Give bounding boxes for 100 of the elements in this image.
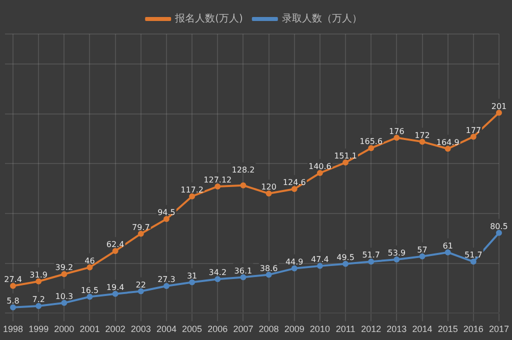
x-tick-label: 2013	[386, 324, 407, 334]
point	[86, 294, 93, 300]
x-tick-label: 2015	[438, 324, 458, 334]
point	[10, 304, 16, 310]
point	[316, 262, 323, 269]
point	[36, 303, 42, 310]
point	[189, 193, 196, 200]
point	[163, 282, 170, 289]
point	[444, 146, 451, 152]
point	[368, 145, 374, 152]
data-label: 172	[414, 130, 430, 140]
data-label: 36.1	[234, 266, 252, 276]
data-label: 46	[84, 256, 95, 266]
point	[419, 138, 426, 145]
point	[36, 278, 42, 284]
data-label: 124.6	[282, 178, 306, 188]
x-tick-label: 1999	[28, 324, 49, 334]
point	[112, 248, 118, 254]
x-tick-label: 2010	[310, 324, 330, 334]
data-label: 31.9	[30, 270, 48, 280]
data-label: 53.9	[388, 248, 406, 258]
data-label: 61	[442, 241, 453, 250]
x-tick-label: 2003	[130, 324, 151, 334]
legend-label: 录取人数（万人）	[282, 14, 362, 25]
data-label: 151.1	[334, 152, 357, 161]
data-label: 27.3	[158, 275, 176, 284]
point	[10, 282, 16, 289]
data-label: 117.2	[180, 185, 204, 194]
point	[214, 276, 221, 282]
data-label: 127.12	[204, 176, 232, 185]
x-tick-label: 2014	[412, 324, 432, 334]
x-tick-label: 2006	[208, 324, 228, 334]
point	[444, 249, 451, 256]
point	[291, 186, 298, 192]
data-label: 164.9	[436, 138, 460, 147]
point	[394, 134, 400, 141]
data-label: 22	[136, 280, 146, 290]
point	[470, 134, 476, 140]
x-tick-label: 2016	[463, 324, 484, 334]
point	[138, 230, 144, 237]
point	[240, 274, 246, 280]
data-label: 39.2	[55, 263, 74, 272]
legend-label: 报名人数(万人)	[174, 12, 243, 25]
data-label: 51.7	[362, 250, 380, 260]
point	[291, 265, 298, 272]
point	[368, 258, 374, 265]
point	[189, 279, 196, 286]
point	[342, 260, 349, 267]
data-label: 128.2	[232, 165, 255, 174]
point	[61, 271, 68, 278]
data-label: 10.3	[55, 292, 74, 302]
point	[316, 170, 323, 176]
data-label: 49.5	[336, 252, 354, 262]
point	[470, 258, 476, 265]
data-label: 176	[389, 126, 404, 136]
data-label: 57	[417, 245, 428, 254]
point	[496, 230, 502, 236]
point	[86, 264, 93, 270]
point	[163, 216, 170, 222]
point	[496, 110, 502, 116]
data-label: 120	[261, 182, 276, 192]
data-label: 47.4	[311, 255, 329, 264]
x-tick-label: 2008	[258, 324, 279, 334]
data-label: 51.7	[464, 250, 482, 260]
data-label: 44.9	[285, 258, 304, 267]
x-tick-label: 2001	[80, 324, 100, 334]
x-tick-label: 1998	[2, 324, 24, 334]
point	[266, 190, 272, 197]
data-label: 165.6	[360, 137, 383, 146]
x-tick-label: 2009	[284, 324, 304, 334]
data-label: 19.4	[106, 282, 124, 292]
point	[419, 253, 426, 260]
data-label: 27.4	[4, 274, 22, 284]
data-label: 16.5	[80, 286, 99, 295]
x-tick-label: 2005	[182, 324, 202, 334]
data-label: 177	[466, 126, 482, 135]
data-label: 62.4	[106, 240, 124, 250]
data-label: 94.5	[158, 208, 176, 218]
x-tick-label: 2012	[361, 324, 382, 334]
point	[61, 300, 68, 306]
data-label: 38.6	[260, 264, 278, 273]
data-label: 31	[186, 271, 198, 280]
data-label: 34.2	[208, 268, 227, 278]
point	[138, 288, 144, 294]
x-tick-label: 2017	[488, 324, 510, 334]
data-label: 140.6	[308, 162, 332, 172]
point	[394, 256, 400, 262]
point	[214, 183, 221, 190]
point	[112, 290, 118, 297]
point	[240, 182, 246, 188]
data-label: 80.5	[490, 222, 508, 232]
x-tick-label: 2007	[233, 324, 254, 334]
x-tick-label: 2004	[156, 324, 176, 334]
point	[266, 272, 272, 278]
data-label: 201	[491, 102, 507, 111]
x-tick-label: 2002	[105, 324, 126, 334]
data-label: 7.2	[32, 295, 45, 304]
x-tick-label: 2011	[336, 324, 356, 334]
data-label: 79.7	[132, 222, 150, 232]
x-tick-label: 2000	[54, 324, 74, 334]
